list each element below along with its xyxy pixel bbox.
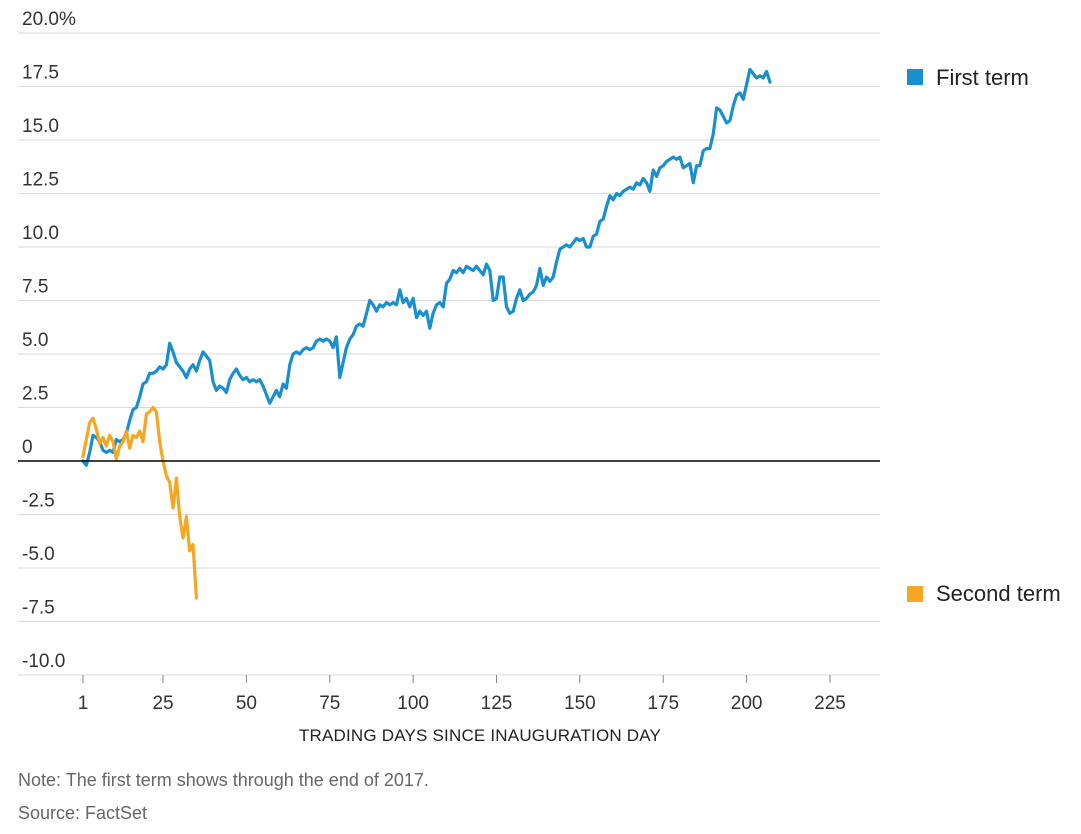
x-tick-label: 175 xyxy=(647,693,679,714)
series-line-first-term xyxy=(81,67,772,467)
y-tick-label: -5.0 xyxy=(22,544,55,565)
series-line-second-term xyxy=(81,405,198,600)
legend-label-second-term: Second term xyxy=(936,581,1061,606)
line-chart: 20.0% 17.5 15.0 12.5 10.0 7.5 5.0 2.5 0 -2.5 -5.0 -… xyxy=(18,9,1061,745)
x-tick-label: 125 xyxy=(481,693,513,714)
chart-source: Source: FactSet xyxy=(18,803,148,823)
x-tick-label: 150 xyxy=(564,693,596,714)
chart-note: Note: The first term shows through the e… xyxy=(18,770,429,790)
y-tick-label: 10.0 xyxy=(22,223,59,244)
x-tick-label: 50 xyxy=(236,693,257,714)
x-axis-ticks: 1 25 50 75 100 125 150 175 200 225 xyxy=(78,675,846,714)
gridlines xyxy=(18,32,880,676)
legend-label-first-term: First term xyxy=(936,65,1029,90)
y-tick-label: 2.5 xyxy=(22,384,48,405)
y-tick-label: 15.0 xyxy=(22,116,59,137)
y-tick-label: 20.0% xyxy=(22,9,76,30)
y-tick-label: 7.5 xyxy=(22,277,48,298)
x-axis-label: TRADING DAYS SINCE INAUGURATION DAY xyxy=(299,726,661,745)
y-tick-label: 17.5 xyxy=(22,63,59,84)
y-axis-ticks: 20.0% 17.5 15.0 12.5 10.0 7.5 5.0 2.5 0 -2.5 -5.0 -… xyxy=(22,9,76,672)
legend-swatch-second-term xyxy=(907,586,923,602)
series-lines xyxy=(81,67,772,600)
x-tick-label: 75 xyxy=(319,693,340,714)
y-tick-label: 12.5 xyxy=(22,170,59,191)
x-tick-label: 100 xyxy=(397,693,429,714)
y-tick-label: -10.0 xyxy=(22,651,65,672)
legend: First term Second term xyxy=(907,65,1061,606)
x-tick-label: 25 xyxy=(152,693,173,714)
x-tick-label: 225 xyxy=(814,693,846,714)
x-tick-label: 1 xyxy=(78,693,89,714)
y-tick-label: 5.0 xyxy=(22,330,48,351)
x-tick-label: 200 xyxy=(731,693,763,714)
y-tick-label: -2.5 xyxy=(22,491,55,512)
legend-swatch-first-term xyxy=(907,69,923,85)
y-tick-label: 0 xyxy=(22,437,33,458)
y-tick-label: -7.5 xyxy=(22,598,55,619)
